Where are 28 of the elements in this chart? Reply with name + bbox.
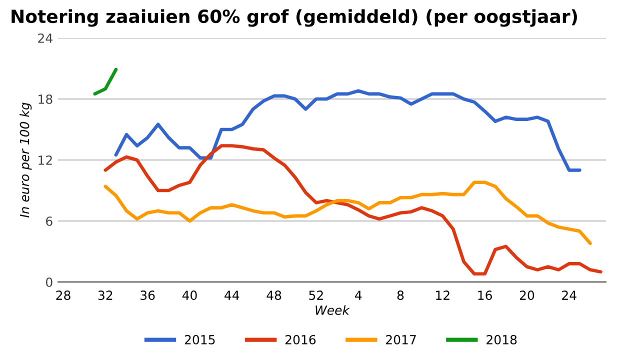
x-tick-label: 24 bbox=[562, 290, 576, 300]
x-axis-title: Week bbox=[316, 305, 350, 315]
y-tick-label: 12 bbox=[38, 155, 52, 165]
y-axis-title: In euro per 100 kg bbox=[20, 102, 32, 218]
x-tick-label: 12 bbox=[436, 290, 450, 300]
x-tick-label: 20 bbox=[520, 290, 534, 300]
chart-title: Notering zaaiuien 60% grof (gemiddeld) (per oogstjaar) bbox=[12, 9, 577, 27]
x-tick-label: 36 bbox=[140, 290, 155, 300]
x-tick-label: 32 bbox=[98, 290, 112, 300]
y-tick-label: 24 bbox=[38, 33, 52, 43]
line-series bbox=[104, 144, 602, 276]
y-tick-label: 18 bbox=[38, 94, 52, 104]
x-tick-label: 48 bbox=[266, 290, 282, 300]
x-tick-label: 52 bbox=[309, 290, 323, 300]
line-series bbox=[104, 180, 592, 246]
legend-label: 2018 bbox=[486, 334, 517, 344]
x-tick-label: 28 bbox=[56, 290, 70, 300]
x-tick-label: 8 bbox=[397, 290, 404, 300]
line-series bbox=[114, 89, 582, 172]
x-tick-label: 40 bbox=[182, 290, 197, 300]
legend-label: 2017 bbox=[386, 334, 416, 344]
x-tick-label: 44 bbox=[224, 290, 240, 300]
x-tick-label: 16 bbox=[478, 290, 492, 300]
legend-label: 2015 bbox=[184, 334, 215, 344]
legend-label: 2016 bbox=[285, 334, 316, 344]
y-tick-label: 0 bbox=[46, 277, 52, 287]
y-tick-label: 6 bbox=[46, 216, 52, 226]
x-tick-label: 4 bbox=[354, 290, 362, 300]
